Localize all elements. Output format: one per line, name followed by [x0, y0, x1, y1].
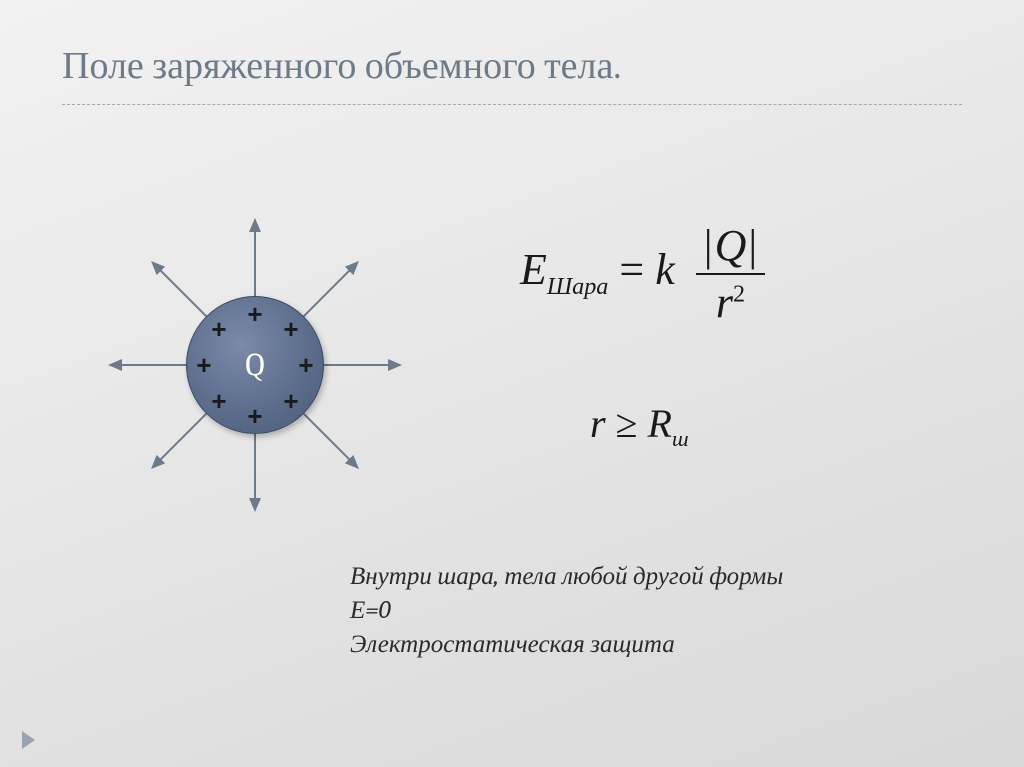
plus-sign: + — [283, 388, 298, 414]
r-var: r — [590, 401, 606, 446]
equals-sign: = — [619, 245, 655, 294]
sphere-charge-label: Q — [245, 347, 264, 384]
slide-title: Поле заряженного объемного тела. — [62, 44, 621, 88]
E-subscript: Шара — [547, 273, 609, 300]
field-arrow — [152, 414, 206, 468]
geq-operator: ≥ — [606, 401, 648, 446]
field-formula: EШара = k |Q| r2 — [520, 220, 900, 340]
k-symbol: k — [655, 245, 675, 294]
plus-sign: + — [196, 352, 211, 378]
plus-sign: + — [298, 352, 313, 378]
numerator: |Q| — [696, 220, 765, 275]
field-arrow — [152, 262, 206, 316]
E-symbol: E — [520, 245, 547, 294]
field-arrow — [304, 414, 358, 468]
field-arrow — [304, 262, 358, 316]
text-line-3: Электростатическая защита — [350, 628, 783, 662]
text-line-2: Е=0 — [350, 594, 783, 628]
R-subscript: ш — [672, 426, 689, 451]
charged-sphere-diagram: Q ++++++++ — [100, 210, 410, 520]
explanatory-text: Внутри шара, тела любой другой формы Е=0… — [350, 560, 783, 661]
next-slide-arrow-icon[interactable] — [22, 731, 35, 749]
plus-sign: + — [211, 388, 226, 414]
plus-sign: + — [211, 316, 226, 342]
plus-sign: + — [247, 301, 262, 327]
radius-condition-formula: r ≥ Rш — [590, 400, 689, 452]
fraction: |Q| r2 — [696, 220, 765, 328]
R-var: R — [648, 401, 672, 446]
title-divider — [62, 104, 962, 105]
denominator: r2 — [696, 275, 765, 328]
plus-sign: + — [283, 316, 298, 342]
text-line-1: Внутри шара, тела любой другой формы — [350, 560, 783, 594]
plus-sign: + — [247, 403, 262, 429]
